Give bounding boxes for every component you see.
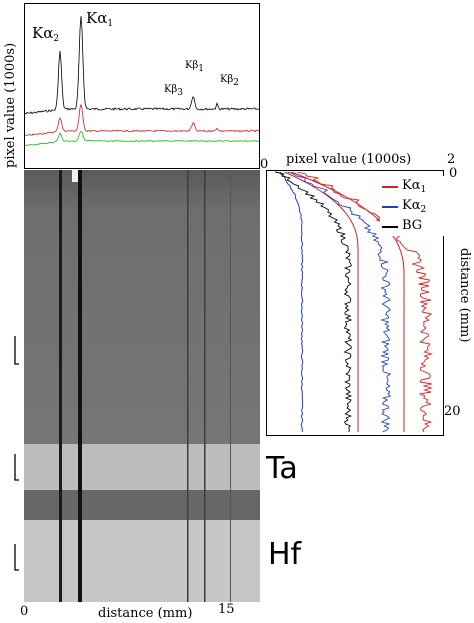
peak-label-kb2: Kβ2: [220, 74, 239, 88]
image-bright-spot: [72, 170, 78, 182]
spectrum-red-line: [24, 104, 260, 136]
xray-image: [24, 170, 260, 602]
side-xtick-2: 2: [447, 152, 456, 167]
bracket-3: [14, 544, 19, 571]
legend-swatch-ka1: [382, 186, 398, 188]
image-region-upper: [24, 170, 260, 444]
element-label-ta: Ta: [266, 451, 298, 486]
top-spectrum-plot: [24, 3, 260, 169]
bracket-1: [14, 336, 19, 365]
peak-label-kb1: Kβ1: [185, 60, 204, 74]
profile-red-line: [297, 171, 434, 433]
side-xtick-0: 0: [260, 157, 269, 172]
image-band-ta-dark: [24, 490, 260, 520]
legend-swatch-bg: [382, 226, 398, 228]
profile-blue-line: [287, 171, 392, 433]
side-legend: Kα1 Kα2 BG: [380, 176, 444, 236]
top-plot-ylabel: pixel value (1000s): [3, 42, 18, 168]
legend-label-ka1: Kα1: [402, 178, 427, 195]
image-xtick-15: 15: [218, 602, 235, 617]
xray-image-svg: [24, 170, 260, 602]
image-xtick-0: 0: [20, 604, 29, 619]
profile-blue-steep-line: [279, 171, 304, 433]
legend-label-ka2: Kα2: [402, 198, 427, 215]
profile-red-smooth-line-2: [291, 171, 405, 432]
image-line-kb2: [230, 170, 231, 602]
image-band-ta-light: [24, 444, 260, 490]
side-ytick-20: 20: [444, 404, 461, 419]
left-brackets: [14, 336, 19, 571]
spectrum-green-line: [24, 131, 260, 147]
peak-label-ka2: Kα2: [32, 24, 60, 44]
spectrum-black-line: [25, 15, 260, 115]
element-label-hf: Hf: [268, 537, 302, 572]
image-xlabel: distance (mm): [98, 606, 193, 621]
top-spectrum-svg: [24, 3, 260, 169]
legend-label-bg: BG: [402, 218, 423, 233]
peak-label-kb3: Kβ3: [164, 84, 183, 98]
image-line-ka2: [59, 170, 62, 602]
bracket-2: [14, 454, 19, 481]
side-ylabel: distance (mm): [457, 248, 472, 343]
side-ytick-0: 0: [449, 166, 458, 181]
image-line-kb1: [204, 170, 206, 602]
side-xlabel: pixel value (1000s): [286, 152, 412, 167]
legend-item-ka1: Kα1: [380, 178, 444, 196]
image-band-hf-light: [24, 520, 260, 602]
profile-black-line: [275, 171, 353, 433]
legend-item-ka2: Kα2: [380, 198, 444, 216]
legend-item-bg: BG: [380, 218, 444, 236]
image-line-kb3: [187, 170, 189, 602]
image-line-ka1: [78, 170, 82, 602]
peak-label-ka1: Kα1: [86, 9, 114, 29]
profile-red-smooth-line: [284, 171, 359, 432]
legend-swatch-ka2: [382, 206, 398, 208]
